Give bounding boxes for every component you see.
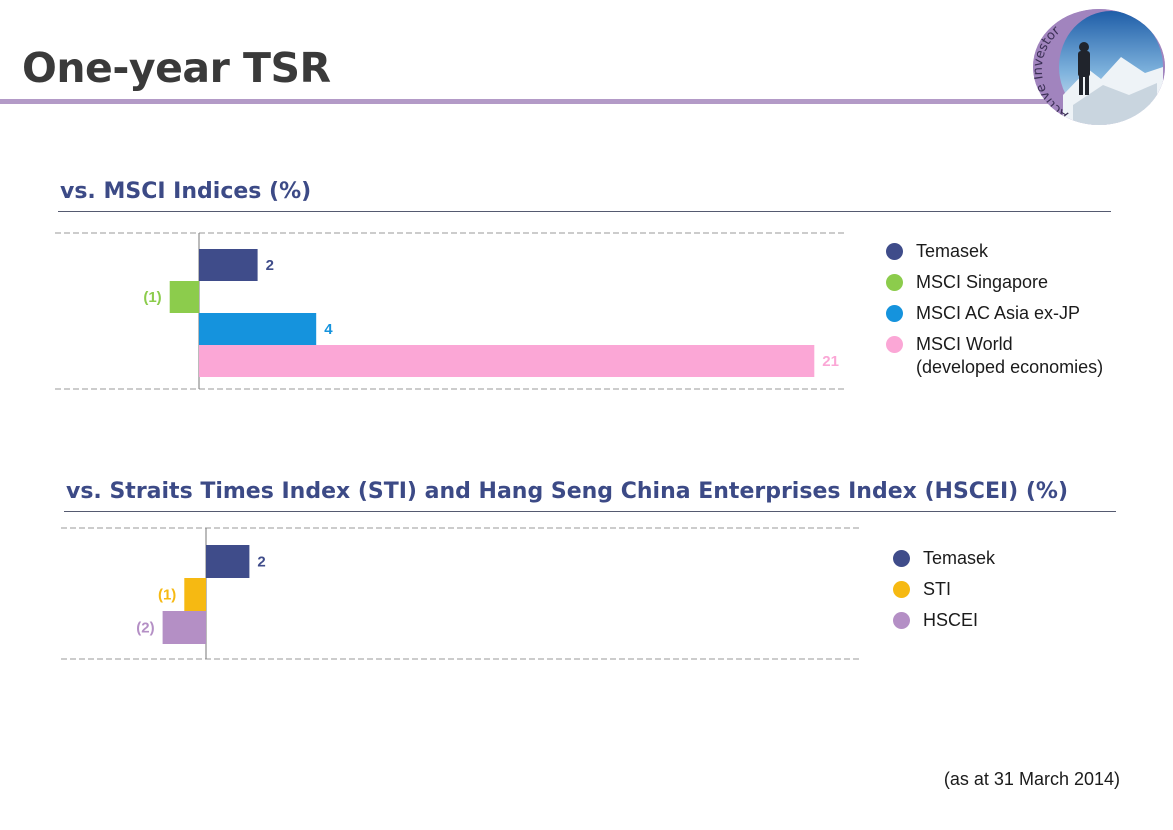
bar-msci-world	[199, 345, 815, 377]
chart-2-title: vs. Straits Times Index (STI) and Hang S…	[66, 479, 1069, 504]
legend-swatch	[886, 243, 903, 260]
legend-swatch	[886, 336, 903, 353]
title-underline	[0, 99, 1052, 104]
page-title: One-year TSR	[22, 44, 331, 92]
bar-value-label-temasek: 2	[266, 257, 274, 274]
chart-2-title-rule	[64, 511, 1116, 512]
bar-hscei	[162, 611, 206, 644]
bar-value-label-temasek: 2	[257, 554, 265, 571]
legend-swatch	[893, 550, 910, 567]
legend-label: MSCI AC Asia ex-JP	[916, 303, 1081, 323]
legend-swatch	[893, 612, 910, 629]
legend-label: STI	[923, 579, 952, 599]
bar-temasek	[206, 545, 250, 578]
chart-1-title-rule	[58, 211, 1111, 212]
bar-sti	[184, 578, 206, 611]
legend-label: HSCEI	[923, 610, 979, 630]
legend-swatch	[886, 305, 903, 322]
legend-label: Temasek	[916, 241, 989, 261]
bar-temasek	[199, 249, 258, 281]
legend-label: Temasek	[923, 548, 996, 568]
legend-label: MSCI Singapore	[916, 272, 1049, 292]
chart-msci-indices: 2 (1) 4 21	[55, 232, 847, 390]
legend-label: MSCI World (developed economies)	[916, 334, 1104, 377]
chart-sti-hscei: 2 (1)(2)	[61, 527, 861, 660]
as-at-date: (as at 31 March 2014)	[943, 769, 1120, 789]
bar-value-label-hscei: (2)	[136, 620, 154, 637]
legend-swatch	[886, 274, 903, 291]
bar-value-label-msci-ac-asia-ex-jp: 4	[324, 321, 333, 338]
chart-1-title: vs. MSCI Indices (%)	[60, 179, 312, 204]
bar-value-label-msci-world: 21	[822, 353, 839, 370]
bar-msci-ac-asia-ex-jp	[199, 313, 317, 345]
bar-value-label-sti: (1)	[158, 587, 176, 604]
climber-figure	[1078, 42, 1090, 95]
bar-msci-singapore	[169, 281, 199, 313]
bar-value-label-msci-singapore: (1)	[143, 289, 161, 306]
active-investor-badge: Active Investor	[1033, 9, 1165, 125]
legend-swatch	[893, 581, 910, 598]
